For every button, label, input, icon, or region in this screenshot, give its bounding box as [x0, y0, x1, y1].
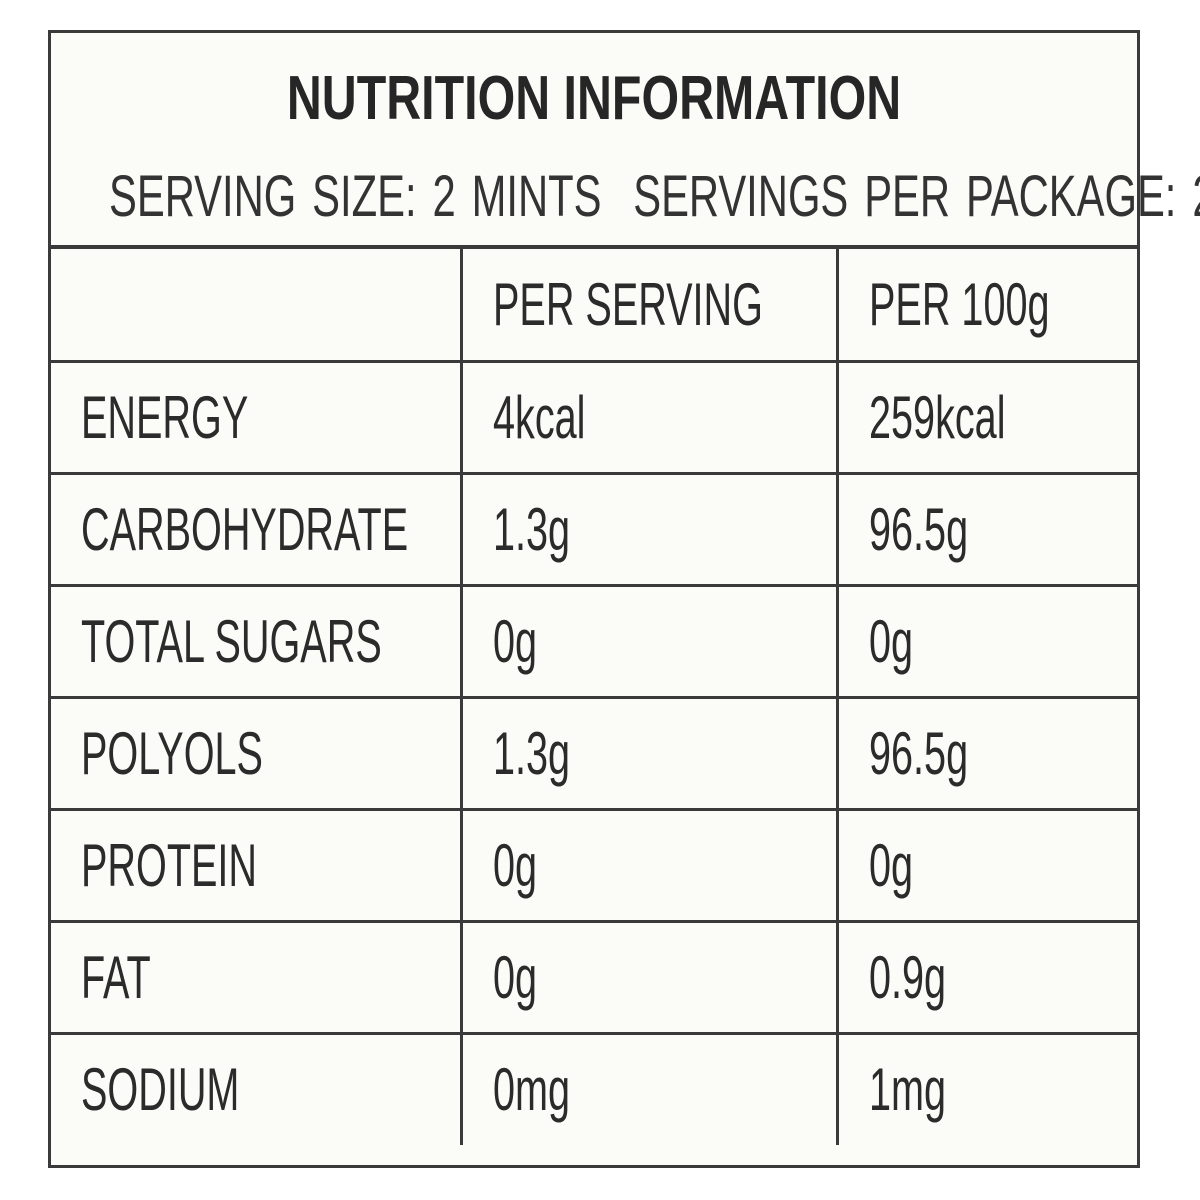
table-row: FAT 0g 0.9g — [51, 919, 1137, 1033]
nutrient-name: FAT — [51, 919, 461, 1033]
table-row: ENERGY 4kcal 259kcal — [51, 359, 1137, 473]
table-row: POLYOLS 1.3g 96.5g — [51, 695, 1137, 809]
table-header-row: PER SERVING PER 100g — [51, 249, 1137, 361]
per-serving-value: 0mg — [459, 1031, 837, 1145]
per-serving-value: 0g — [459, 583, 837, 697]
panel-title: NUTRITION INFORMATION — [286, 64, 902, 133]
per-100g-value: 259kcal — [835, 359, 1137, 473]
per-100g-value: 96.5g — [835, 471, 1137, 585]
column-header-per-100g: PER 100g — [835, 249, 1137, 361]
column-header-per-serving: PER SERVING — [459, 249, 837, 361]
table-row: PROTEIN 0g 0g — [51, 807, 1137, 921]
table-row: CARBOHYDRATE 1.3g 96.5g — [51, 471, 1137, 585]
nutrient-name: POLYOLS — [51, 695, 461, 809]
per-serving-value: 1.3g — [459, 471, 837, 585]
per-serving-value: 4kcal — [459, 359, 837, 473]
nutrient-name: ENERGY — [51, 359, 461, 473]
serving-info: SERVING SIZE: 2 MINTS SERVINGS PER PACKAG… — [109, 163, 1200, 230]
column-header-nutrient — [51, 249, 461, 361]
per-100g-value: 0.9g — [835, 919, 1137, 1033]
panel-header: NUTRITION INFORMATION SERVING SIZE: 2 MI… — [51, 33, 1200, 249]
serving-size: SERVING SIZE: 2 MINTS — [109, 164, 602, 229]
nutrient-name: CARBOHYDRATE — [51, 471, 461, 585]
table-row: TOTAL SUGARS 0g 0g — [51, 583, 1137, 697]
nutrient-name: SODIUM — [51, 1031, 461, 1145]
per-100g-value: 0g — [835, 807, 1137, 921]
per-serving-value: 1.3g — [459, 695, 837, 809]
nutrition-panel: NUTRITION INFORMATION SERVING SIZE: 2 MI… — [48, 30, 1200, 1168]
per-serving-value: 0g — [459, 919, 837, 1033]
per-100g-value: 96.5g — [835, 695, 1137, 809]
nutrition-table: PER SERVING PER 100g ENERGY 4kcal 259kca… — [51, 249, 1137, 1145]
per-serving-value: 0g — [459, 807, 837, 921]
per-100g-value: 1mg — [835, 1031, 1137, 1145]
nutrient-name: PROTEIN — [51, 807, 461, 921]
table-row: SODIUM 0mg 1mg — [51, 1031, 1137, 1145]
nutrient-name: TOTAL SUGARS — [51, 583, 461, 697]
per-100g-value: 0g — [835, 583, 1137, 697]
servings-per-package: SERVINGS PER PACKAGE: 25 — [633, 164, 1200, 229]
